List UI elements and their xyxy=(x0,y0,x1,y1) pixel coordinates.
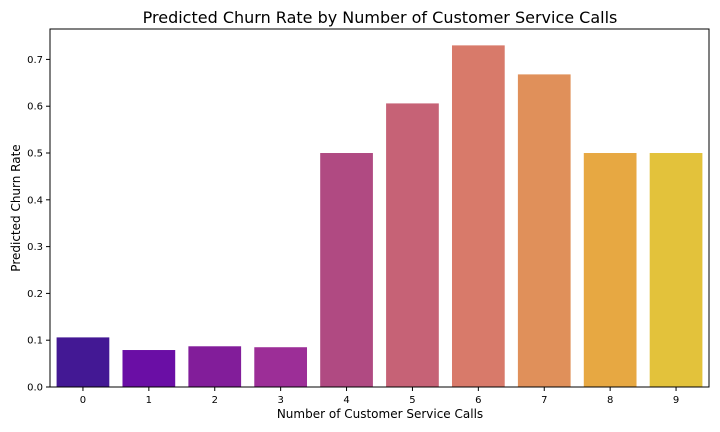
y-tick-label: 0.6 xyxy=(27,102,43,113)
bar-2 xyxy=(188,346,242,387)
bar-3 xyxy=(254,347,308,387)
chart-title: Predicted Churn Rate by Number of Custom… xyxy=(143,8,618,27)
x-axis: 0 1 2 3 4 5 6 7 8 9 xyxy=(80,387,679,406)
y-tick-label: 0.5 xyxy=(27,149,43,160)
y-tick-label: 0.0 xyxy=(27,383,43,394)
bar-6 xyxy=(451,45,505,387)
y-tick-label: 0.2 xyxy=(27,289,43,300)
x-tick-label: 1 xyxy=(146,395,152,406)
bar-7 xyxy=(517,74,571,387)
plot-frame xyxy=(49,28,710,388)
y-tick-label: 0.1 xyxy=(27,336,43,347)
bars-group xyxy=(56,45,703,388)
bar-9 xyxy=(649,153,703,387)
y-axis-label: Predicted Churn Rate xyxy=(9,144,23,271)
y-axis: 0.0 0.1 0.2 0.3 0.4 0.5 0.6 0.7 xyxy=(27,55,50,394)
bar-1 xyxy=(122,350,176,387)
y-tick-label: 0.3 xyxy=(27,242,43,253)
y-tick-label: 0.4 xyxy=(27,195,43,206)
bar-5 xyxy=(386,103,439,388)
bar-8 xyxy=(583,153,637,387)
x-tick-label: 7 xyxy=(541,395,547,406)
x-tick-label: 5 xyxy=(409,395,415,406)
y-tick-label: 0.7 xyxy=(27,55,43,66)
x-tick-label: 3 xyxy=(277,395,283,406)
x-axis-label: Number of Customer Service Calls xyxy=(277,407,483,421)
x-tick-label: 6 xyxy=(475,395,481,406)
x-tick-label: 9 xyxy=(673,395,679,406)
x-tick-label: 2 xyxy=(212,395,218,406)
bar-0 xyxy=(56,337,110,387)
x-tick-label: 0 xyxy=(80,395,86,406)
x-tick-label: 8 xyxy=(607,395,613,406)
bar-4 xyxy=(320,153,373,387)
x-tick-label: 4 xyxy=(343,395,349,406)
